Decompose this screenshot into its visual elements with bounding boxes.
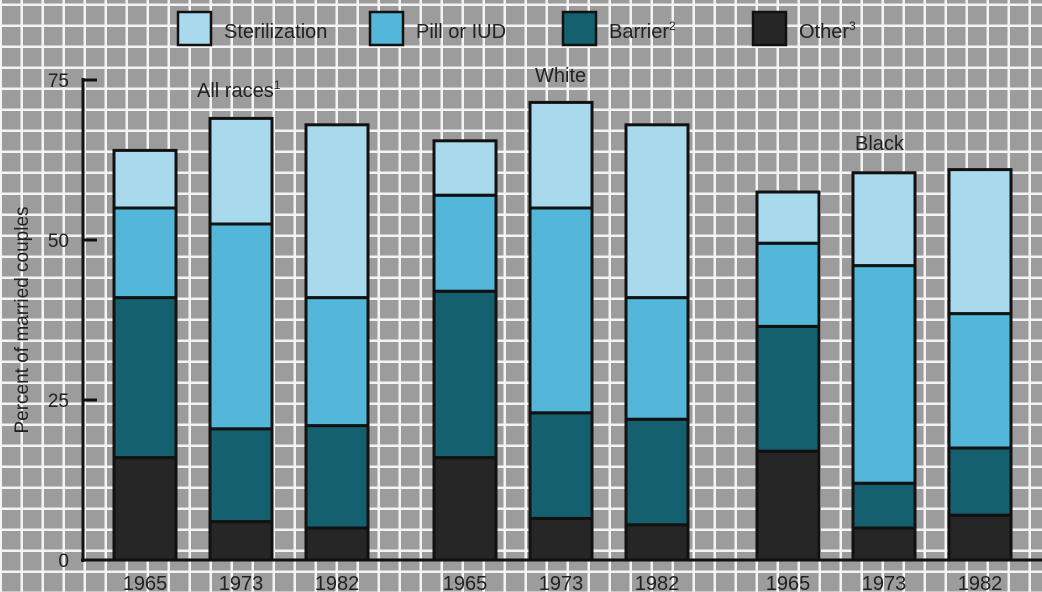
x-tick-label-1982: 1982 [315, 573, 360, 592]
bar-segment-all-races-1982-sterilization [304, 123, 370, 300]
y-axis-title: Percent of married couples [12, 206, 33, 433]
bar-segment-black-1982-sterilization [947, 168, 1013, 316]
bar-segment-white-1973-sterilization [528, 100, 594, 210]
legend-label-other: Other3 [799, 19, 856, 43]
bar-segment-white-1973-other [528, 516, 594, 562]
x-tick-label-1973: 1973 [219, 573, 264, 592]
bar-segment-white-1965-sterilization [432, 139, 498, 197]
legend-label-pill-or-iud: Pill or IUD [416, 21, 506, 43]
bar-segment-black-1965-other [755, 449, 821, 562]
bar-segment-all-races-1965-sterilization [112, 148, 178, 210]
group-labels: All races1 White Black [197, 65, 905, 155]
y-tick-label-75: 75 [48, 71, 69, 92]
bar-segment-black-1982-pill-or-iud [947, 312, 1013, 450]
x-tick-label-1973: 1973 [539, 573, 584, 592]
bar-segment-white-1965-pill-or-iud [432, 193, 498, 293]
x-tick-label-1982: 1982 [635, 573, 680, 592]
bar-segment-all-races-1965-barrier [112, 296, 178, 460]
x-axis-labels: 1965 1973 1982 1965 1973 1982 1965 1973 1982 [123, 573, 1003, 592]
group-label-all-races: All races1 [197, 78, 281, 102]
bar-segment-white-1982-barrier [624, 417, 690, 527]
y-tick-label-25: 25 [48, 391, 69, 412]
bar-segment-all-races-1973-barrier [208, 427, 274, 524]
bar-segment-white-1973-pill-or-iud [528, 206, 594, 415]
y-tick-label-50: 50 [48, 231, 69, 252]
bar-segment-white-1982-pill-or-iud [624, 296, 690, 421]
x-tick-label-1965: 1965 [123, 573, 168, 592]
bar-segment-black-1982-barrier [947, 446, 1013, 517]
bars [112, 100, 1013, 562]
x-tick-label-1982: 1982 [958, 573, 1003, 592]
group-label-white: White [535, 65, 586, 87]
bar-segment-white-1973-barrier [528, 411, 594, 520]
bar-segment-black-1973-barrier [851, 481, 917, 530]
y-tick-label-0: 0 [58, 551, 69, 572]
legend-swatch-pill-or-iud [368, 10, 405, 47]
bar-segment-white-1965-other [432, 456, 498, 562]
bar-segment-all-races-1973-other [208, 520, 274, 562]
bar-segment-all-races-1982-other [304, 526, 370, 562]
bar-segment-white-1982-other [624, 523, 690, 562]
bar-segment-black-1965-pill-or-iud [755, 241, 821, 328]
bar-segment-black-1965-barrier [755, 324, 821, 453]
bar-segment-white-1965-barrier [432, 289, 498, 460]
legend-swatch-barrier [561, 10, 598, 47]
bar-segment-all-races-1982-barrier [304, 424, 370, 530]
legend: Sterilization Pill or IUD Barrier2 Other3 [176, 10, 856, 47]
legend-swatch-sterilization [176, 10, 213, 47]
bar-segment-black-1973-other [851, 526, 917, 562]
legend-label-sterilization: Sterilization [224, 21, 327, 43]
x-tick-label-1965: 1965 [443, 573, 488, 592]
bar-segment-black-1965-sterilization [755, 190, 821, 245]
bar-segment-black-1973-sterilization [851, 171, 917, 268]
bar-segment-all-races-1973-sterilization [208, 116, 274, 226]
x-tick-label-1973: 1973 [862, 573, 907, 592]
bar-segment-all-races-1973-pill-or-iud [208, 222, 274, 431]
bar-segment-all-races-1965-pill-or-iud [112, 206, 178, 300]
bar-segment-white-1982-sterilization [624, 123, 690, 300]
bar-segment-all-races-1982-pill-or-iud [304, 296, 370, 428]
legend-label-barrier: Barrier2 [609, 19, 676, 43]
bar-segment-black-1973-pill-or-iud [851, 264, 917, 485]
x-tick-label-1965: 1965 [766, 573, 811, 592]
bar-segment-all-races-1965-other [112, 456, 178, 562]
group-label-black: Black [855, 133, 905, 155]
bar-segment-black-1982-other [947, 513, 1013, 562]
legend-swatch-other [751, 10, 788, 47]
